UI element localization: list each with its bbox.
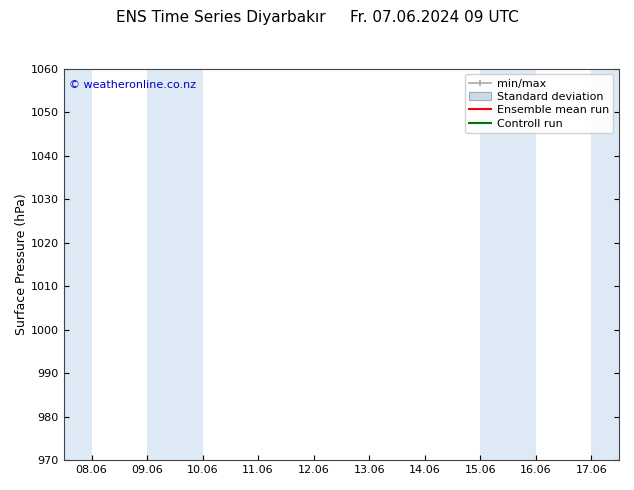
Bar (64, 69, 91, 460)
Bar (480, 69, 536, 460)
Text: © weatheronline.co.nz: © weatheronline.co.nz (69, 80, 197, 90)
Legend: min/max, Standard deviation, Ensemble mean run, Controll run: min/max, Standard deviation, Ensemble me… (465, 74, 614, 133)
Y-axis label: Surface Pressure (hPa): Surface Pressure (hPa) (15, 194, 28, 335)
Bar (147, 69, 203, 460)
Bar (592, 69, 619, 460)
Text: ENS Time Series Diyarbakır     Fr. 07.06.2024 09 UTC: ENS Time Series Diyarbakır Fr. 07.06.202… (115, 10, 519, 25)
